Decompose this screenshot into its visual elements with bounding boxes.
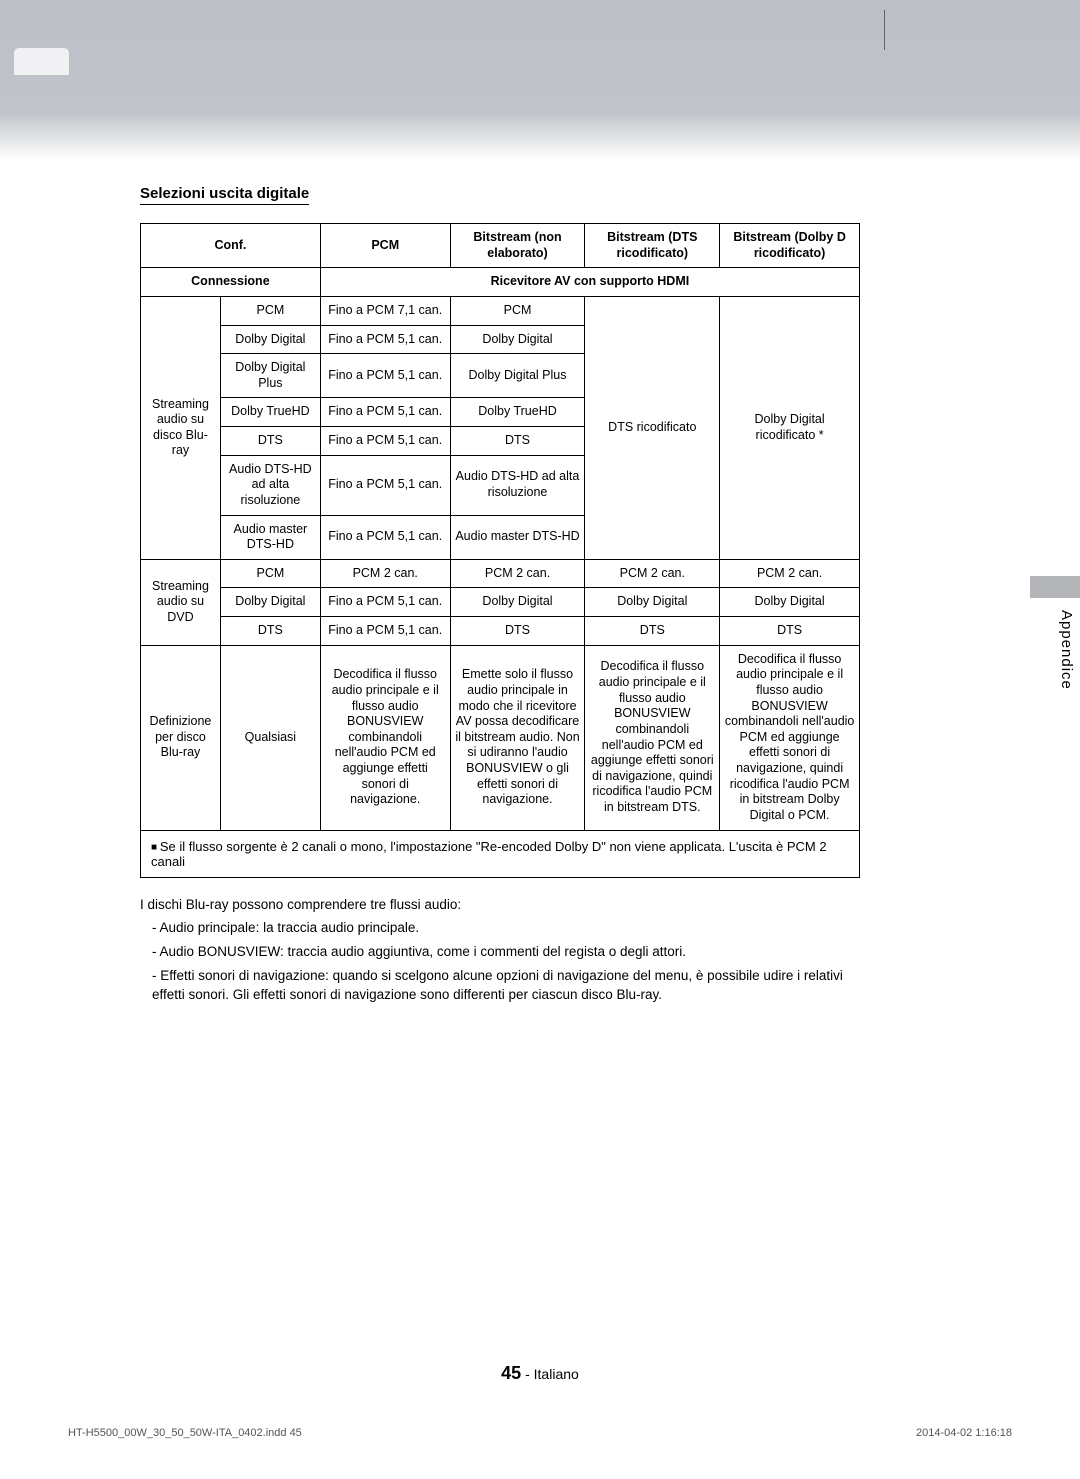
cell: Dolby TrueHD (450, 398, 585, 427)
section-title: Selezioni uscita digitale (140, 185, 309, 205)
cell: Dolby Digital (720, 588, 860, 617)
cell: PCM (220, 296, 320, 325)
header-hdmi: Ricevitore AV con supporto HDMI (320, 268, 859, 297)
cell: Dolby Digital Plus (450, 354, 585, 398)
page-lang: Italiano (534, 1366, 579, 1382)
footer-timestamp: 2014-04-02 1:16:18 (916, 1427, 1012, 1439)
cell: DTS (220, 427, 320, 456)
cell: Audio master DTS-HD (450, 515, 585, 559)
cell: PCM 2 can. (450, 559, 585, 588)
cell: Decodifica il flusso audio principale e … (585, 645, 720, 830)
header-bs-unprocessed: Bitstream (non elaborato) (450, 224, 585, 268)
cell: Dolby Digital (450, 588, 585, 617)
cell: DTS (220, 617, 320, 646)
cell: DTS (450, 427, 585, 456)
cell: Fino a PCM 5,1 can. (320, 325, 450, 354)
cell: Dolby Digital (220, 588, 320, 617)
header-gradient (0, 0, 1080, 160)
cell: Audio DTS-HD ad alta risoluzione (220, 455, 320, 515)
side-section-label: Appendice (1058, 610, 1075, 690)
cell: Audio DTS-HD ad alta risoluzione (450, 455, 585, 515)
cell: Dolby Digital (220, 325, 320, 354)
group-bluray: Streaming audio su disco Blu-ray (141, 296, 221, 559)
cell: Fino a PCM 5,1 can. (320, 588, 450, 617)
group-dvd: Streaming audio su DVD (141, 559, 221, 645)
page-number: 45 - Italiano (0, 1363, 1080, 1384)
cell-dolby-recoded: Dolby Digital ricodificato * (720, 296, 860, 559)
cell: PCM (450, 296, 585, 325)
footer-filename: HT-H5500_00W_30_50_50W-ITA_0402.indd 45 (68, 1427, 302, 1439)
cell: Fino a PCM 5,1 can. (320, 427, 450, 456)
cell: Dolby Digital Plus (220, 354, 320, 398)
body-text: I dischi Blu-ray possono comprendere tre… (140, 896, 860, 1005)
cell: PCM 2 can. (320, 559, 450, 588)
cell: Dolby Digital (450, 325, 585, 354)
page-num-value: 45 (501, 1363, 521, 1383)
cell: PCM 2 can. (585, 559, 720, 588)
cell: Fino a PCM 5,1 can. (320, 354, 450, 398)
cell: Decodifica il flusso audio principale e … (320, 645, 450, 830)
cell-dts-recoded: DTS ricodificato (585, 296, 720, 559)
digital-output-table: Conf. PCM Bitstream (non elaborato) Bits… (140, 223, 860, 831)
header-bs-dts: Bitstream (DTS ricodificato) (585, 224, 720, 268)
cell: Audio master DTS-HD (220, 515, 320, 559)
cell: Fino a PCM 5,1 can. (320, 617, 450, 646)
cell: Fino a PCM 7,1 can. (320, 296, 450, 325)
body-bullet-1: - Audio principale: la traccia audio pri… (140, 919, 860, 938)
page-content: Selezioni uscita digitale Conf. PCM Bits… (140, 185, 860, 1010)
cell: Fino a PCM 5,1 can. (320, 515, 450, 559)
cell: DTS (720, 617, 860, 646)
body-bullet-2: - Audio BONUSVIEW: traccia audio aggiunt… (140, 943, 860, 962)
body-intro: I dischi Blu-ray possono comprendere tre… (140, 896, 860, 915)
header-tab-shape (14, 48, 69, 75)
cell: DTS (450, 617, 585, 646)
cell: Dolby Digital (585, 588, 720, 617)
cell: Fino a PCM 5,1 can. (320, 398, 450, 427)
side-tab-shape (1030, 576, 1080, 598)
group-definition: Definizione per disco Blu-ray (141, 645, 221, 830)
cell: Dolby TrueHD (220, 398, 320, 427)
cell: Fino a PCM 5,1 can. (320, 455, 450, 515)
cell: Qualsiasi (220, 645, 320, 830)
body-bullet-3: - Effetti sonori di navigazione: quando … (140, 967, 860, 1005)
header-pcm: PCM (320, 224, 450, 268)
note-text: Se il flusso sorgente è 2 canali o mono,… (151, 839, 827, 869)
cell: PCM (220, 559, 320, 588)
table-note: Se il flusso sorgente è 2 canali o mono,… (140, 831, 860, 878)
cell: Decodifica il flusso audio principale e … (720, 645, 860, 830)
header-connection: Connessione (141, 268, 321, 297)
page-num-sep: - (525, 1366, 534, 1382)
header-conf: Conf. (141, 224, 321, 268)
cell: DTS (585, 617, 720, 646)
cell: PCM 2 can. (720, 559, 860, 588)
crop-mark (884, 10, 885, 50)
header-bs-dolby: Bitstream (Dolby D ricodificato) (720, 224, 860, 268)
cell: Emette solo il flusso audio principale i… (450, 645, 585, 830)
